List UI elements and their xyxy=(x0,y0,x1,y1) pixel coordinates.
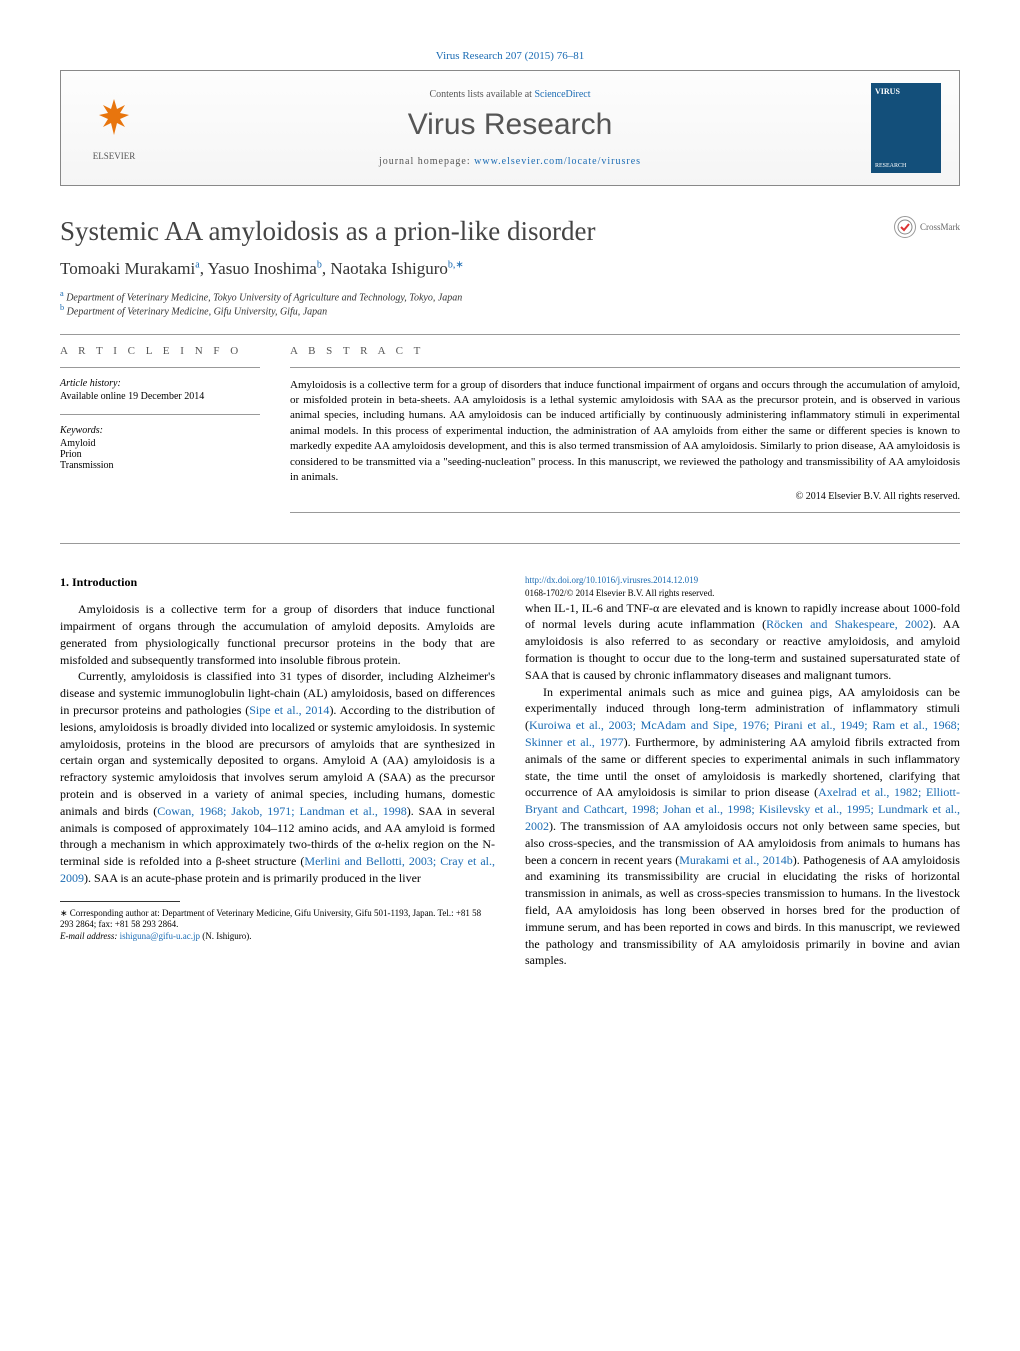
doi-link[interactable]: http://dx.doi.org/10.1016/j.virusres.201… xyxy=(525,575,698,585)
citation-link[interactable]: Murakami et al., 2014b xyxy=(679,853,792,867)
article-history: Article history: Available online 19 Dec… xyxy=(60,378,260,402)
homepage-line: journal homepage: www.elsevier.com/locat… xyxy=(149,156,871,167)
abstract-copyright: © 2014 Elsevier B.V. All rights reserved… xyxy=(290,491,960,502)
journal-header-box: ELSEVIER Contents lists available at Sci… xyxy=(60,70,960,186)
affiliation-b: b Department of Veterinary Medicine, Gif… xyxy=(60,303,960,317)
history-label: Article history: xyxy=(60,378,260,389)
email-link[interactable]: ishiguna@gifu-u.ac.jp xyxy=(120,931,200,941)
keywords-label: Keywords: xyxy=(60,425,260,436)
corresponding-author-footnote: ∗ Corresponding author at: Department of… xyxy=(60,901,495,943)
cover-subtitle: RESEARCH xyxy=(875,163,937,169)
footnote-text: ∗ Corresponding author at: Department of… xyxy=(60,908,495,931)
elsevier-tree-icon xyxy=(91,95,137,149)
homepage-prefix: journal homepage: xyxy=(379,156,474,167)
abstract-divider xyxy=(290,367,960,368)
authors: Tomoaki Murakamia, Yasuo Inoshimab, Naot… xyxy=(60,259,960,279)
crossmark-badge[interactable]: CrossMark xyxy=(894,216,960,238)
abstract-column: a b s t r a c t Amyloidosis is a collect… xyxy=(290,345,960,524)
elsevier-logo[interactable]: ELSEVIER xyxy=(79,95,149,161)
affiliations: a Department of Veterinary Medicine, Tok… xyxy=(60,289,960,318)
paragraph: Currently, amyloidosis is classified int… xyxy=(60,668,495,886)
cover-title: VIRUS xyxy=(875,87,937,96)
footnote-separator xyxy=(60,901,180,902)
keyword: Amyloid xyxy=(60,438,260,449)
homepage-link[interactable]: www.elsevier.com/locate/virusres xyxy=(474,156,641,167)
journal-name: Virus Research xyxy=(149,108,871,142)
sciencedirect-link[interactable]: ScienceDirect xyxy=(534,89,590,100)
citation-link[interactable]: Cowan, 1968; Jakob, 1971; Landman et al.… xyxy=(157,804,406,818)
keywords-block: Keywords: Amyloid Prion Transmission xyxy=(60,425,260,471)
abstract-heading: a b s t r a c t xyxy=(290,345,960,357)
article-title: Systemic AA amyloidosis as a prion-like … xyxy=(60,216,894,247)
paragraph: when IL-1, IL-6 and TNF-α are elevated a… xyxy=(525,600,960,684)
footnote-email: E-mail address: ishiguna@gifu-u.ac.jp (N… xyxy=(60,931,495,943)
body-divider xyxy=(60,543,960,544)
abstract-text: Amyloidosis is a collective term for a g… xyxy=(290,378,960,486)
abstract-divider-2 xyxy=(290,512,960,513)
paragraph: Amyloidosis is a collective term for a g… xyxy=(60,601,495,668)
contents-prefix: Contents lists available at xyxy=(429,89,534,100)
header-center: Contents lists available at ScienceDirec… xyxy=(149,89,871,167)
journal-ref-link[interactable]: Virus Research 207 (2015) 76–81 xyxy=(436,50,584,62)
crossmark-icon xyxy=(894,216,916,238)
info-divider xyxy=(60,367,260,368)
history-text: Available online 19 December 2014 xyxy=(60,391,260,402)
body-text: 1. Introduction Amyloidosis is a collect… xyxy=(60,574,960,969)
doi-block: http://dx.doi.org/10.1016/j.virusres.201… xyxy=(525,574,960,599)
affiliation-a: a Department of Veterinary Medicine, Tok… xyxy=(60,289,960,303)
journal-cover-thumbnail[interactable]: VIRUS RESEARCH xyxy=(871,83,941,173)
article-info-heading: a r t i c l e i n f o xyxy=(60,345,260,357)
issn-copyright: 0168-1702/© 2014 Elsevier B.V. All right… xyxy=(525,587,960,600)
section-heading: 1. Introduction xyxy=(60,574,495,591)
keyword: Prion xyxy=(60,449,260,460)
citation-link[interactable]: Röcken and Shakespeare, 2002 xyxy=(766,617,929,631)
keyword: Transmission xyxy=(60,460,260,471)
crossmark-label: CrossMark xyxy=(920,222,960,232)
divider xyxy=(60,334,960,335)
citation-link[interactable]: Sipe et al., 2014 xyxy=(249,703,329,717)
article-info-column: a r t i c l e i n f o Article history: A… xyxy=(60,345,260,524)
elsevier-label: ELSEVIER xyxy=(93,151,136,161)
journal-reference: Virus Research 207 (2015) 76–81 xyxy=(60,50,960,62)
contents-line: Contents lists available at ScienceDirec… xyxy=(149,89,871,100)
paragraph: In experimental animals such as mice and… xyxy=(525,684,960,970)
info-divider-2 xyxy=(60,414,260,415)
